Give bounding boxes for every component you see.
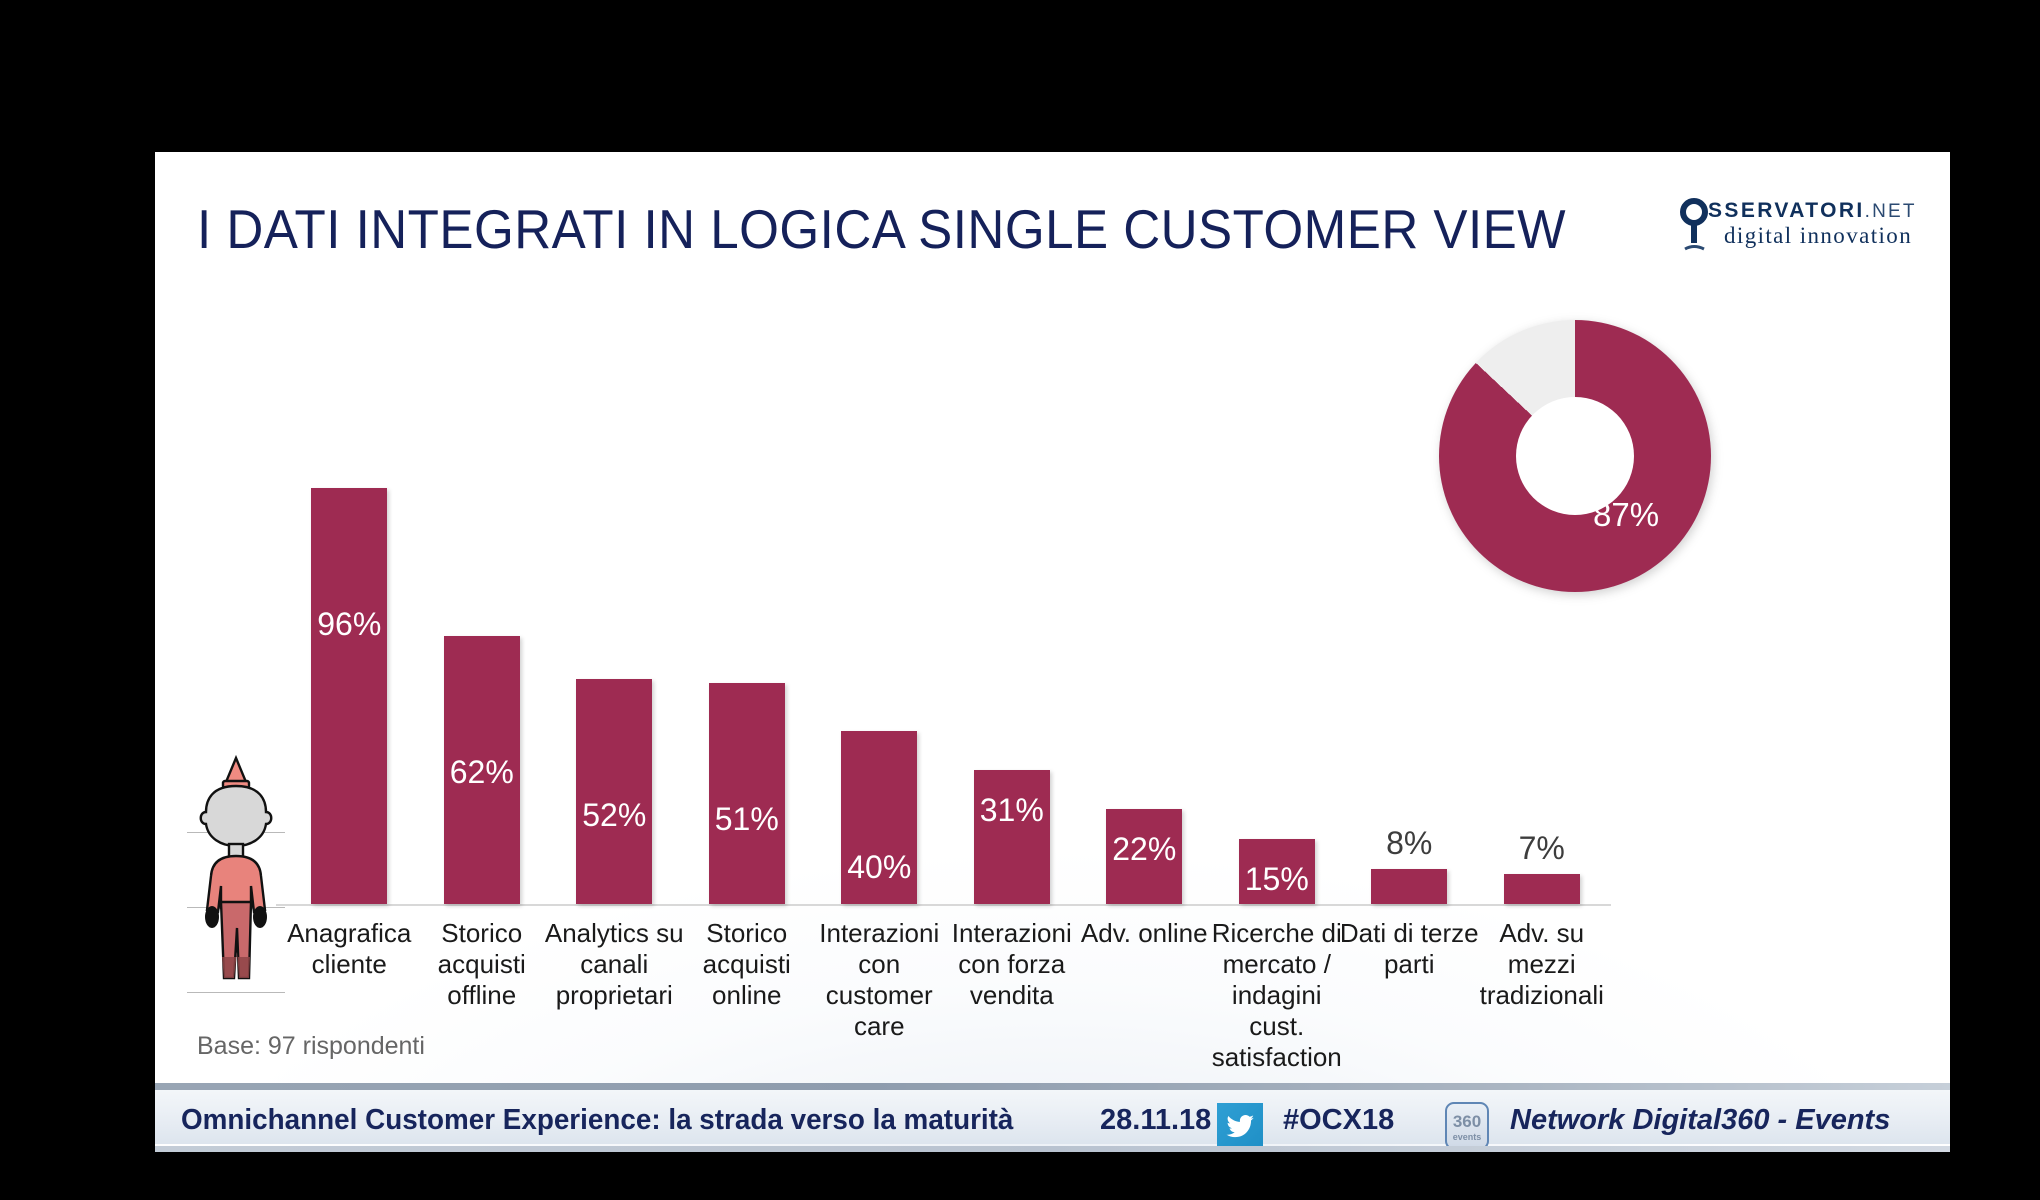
category-label-line: offline <box>447 980 517 1010</box>
twitter-icon[interactable] <box>1217 1103 1263 1149</box>
magnifier-icon <box>1680 198 1708 251</box>
bar-value-label-4: 51% <box>714 801 779 838</box>
category-label-line: cliente <box>311 949 387 979</box>
category-label-line: tradizionali <box>1479 980 1604 1010</box>
category-label-8: Ricerche di mercato / indagini cust. satisf… <box>1207 918 1348 1073</box>
footer-top-rule <box>155 1083 1950 1090</box>
category-label-1: Anagrafica cliente <box>279 918 420 980</box>
gridline <box>187 992 285 993</box>
category-label-line: acquisti <box>437 949 526 979</box>
bar-value-label-9: 8% <box>1386 825 1433 862</box>
category-label-line: canali <box>580 949 649 979</box>
category-label-line: satisfaction <box>1211 1042 1342 1072</box>
logo-line-2: digital innovation <box>1724 223 1913 248</box>
category-label-line: Interazioni <box>819 918 940 948</box>
category-label-line: Storico <box>706 918 788 948</box>
category-label-line: Interazioni <box>951 918 1072 948</box>
category-label-2: Storico acquisti offline <box>412 918 553 1011</box>
person-icon <box>199 754 273 980</box>
bar-1 <box>311 488 388 904</box>
footer-date: 28.11.18 <box>1100 1104 1212 1136</box>
bar-10 <box>1503 873 1580 904</box>
bar-5 <box>841 730 918 904</box>
bar-value-label-2: 62% <box>449 753 514 790</box>
category-label-4: Storico acquisti online <box>677 918 818 1011</box>
category-label-line: customer <box>825 980 933 1010</box>
digital360-events-badge-icon: 360 events <box>1445 1102 1489 1150</box>
bar-value-label-8: 15% <box>1244 861 1309 898</box>
category-label-line: con <box>858 949 901 979</box>
category-label-line: vendita <box>969 980 1054 1010</box>
bar-2 <box>443 635 520 904</box>
footer-network-label: Network Digital360 - Events <box>1510 1104 1891 1136</box>
bar-9 <box>1371 869 1448 904</box>
footer-body: Omnichannel Customer Experience: la stra… <box>155 1090 1950 1150</box>
category-label-7: Adv. online <box>1074 918 1215 949</box>
donut-hole <box>1516 397 1634 515</box>
base-note: Base: 97 rispondenti <box>197 1032 425 1060</box>
category-label-line: indagini cust. <box>1231 980 1322 1041</box>
category-label-line: Anagrafica <box>287 918 412 948</box>
x-axis-line <box>276 904 1611 906</box>
osservatori-logo: SSERVATORI.NET digital innovation <box>1678 198 1928 261</box>
bar-8 <box>1238 839 1315 904</box>
category-label-line: online <box>712 980 782 1010</box>
category-label-10: Adv. su mezzi tradizionali <box>1472 918 1613 1011</box>
category-label-line: care <box>853 1011 905 1041</box>
category-label-line: Adv. online <box>1080 918 1208 948</box>
slide-footer: Omnichannel Customer Experience: la stra… <box>155 1083 1950 1152</box>
category-label-line: proprietari <box>555 980 673 1010</box>
category-label-line: Adv. su <box>1499 918 1585 948</box>
bar-4 <box>708 683 785 904</box>
footer-event-title: Omnichannel Customer Experience: la stra… <box>181 1104 1014 1136</box>
bar-value-label-7: 22% <box>1112 830 1177 867</box>
category-label-line: mercato / <box>1222 949 1331 979</box>
logo-primary-text: SSERVATORI <box>1708 199 1865 222</box>
page-title: I DATI INTEGRATI IN LOGICA SINGLE CUSTOM… <box>197 198 1566 260</box>
category-label-line: Analytics su <box>544 918 684 948</box>
category-label-line: Storico <box>441 918 523 948</box>
footer-bottom-rule <box>155 1146 1950 1152</box>
donut-value-label: 87% <box>1593 496 1660 533</box>
badge-subtitle: events <box>1452 1132 1482 1142</box>
category-label-line: parti <box>1383 949 1435 979</box>
category-label-line: acquisti <box>702 949 791 979</box>
category-label-6: Interazioni con forza vendita <box>942 918 1083 1011</box>
footer-hashtag: #OCX18 <box>1283 1104 1395 1136</box>
twitter-bird-glyph <box>1226 1115 1254 1138</box>
bar-value-label-10: 7% <box>1518 829 1565 866</box>
category-label-9: Dati di terze parti <box>1339 918 1480 980</box>
bar-3 <box>576 678 653 904</box>
category-label-5: Interazioni con customer care <box>809 918 950 1042</box>
bar-value-label-1: 96% <box>317 606 382 643</box>
logo-tld-text: .NET <box>1864 201 1917 222</box>
donut-chart: 87% <box>1439 320 1711 592</box>
bar-value-label-6: 31% <box>979 791 1044 828</box>
category-label-line: Ricerche di <box>1211 918 1342 948</box>
bar-value-label-5: 40% <box>847 848 912 885</box>
category-label-line: con forza <box>958 949 1066 979</box>
logo-line-1: SSERVATORI.NET <box>1708 199 1917 223</box>
bar-chart: 96% 62% 52% 51% 40% 31% 22% 15% 8% 7% Anagrafica c… <box>155 152 1950 1152</box>
bar-value-label-3: 52% <box>582 796 647 833</box>
badge-number: 360 <box>1452 1112 1482 1131</box>
bar-7 <box>1106 808 1183 904</box>
bar-6 <box>973 769 1050 904</box>
presentation-slide: I DATI INTEGRATI IN LOGICA SINGLE CUSTOM… <box>155 152 1950 1152</box>
category-label-3: Analytics su canali proprietari <box>544 918 685 1011</box>
category-label-line: Dati di terze <box>1339 918 1479 948</box>
category-label-line: mezzi <box>1507 949 1576 979</box>
